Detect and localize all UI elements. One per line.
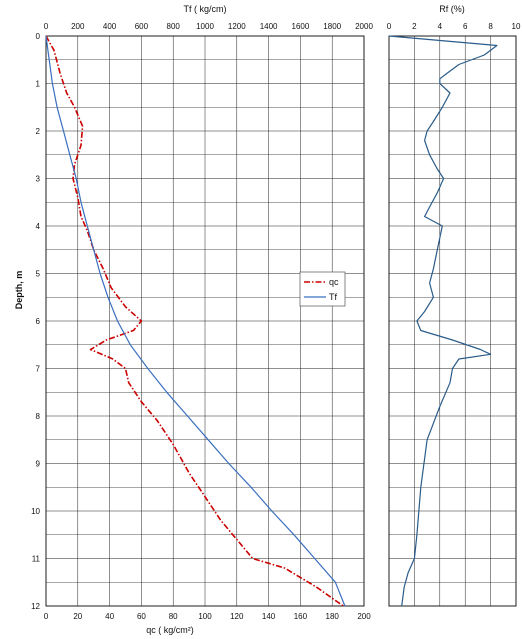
- legend: qc Tf: [299, 271, 346, 307]
- tf-tick-label: 1000: [196, 22, 214, 31]
- rf-tick-label: 2: [412, 22, 417, 31]
- left-plot-grid: [45, 35, 365, 607]
- tf-tick-label: 600: [135, 22, 149, 31]
- tf-axis-title: Tf ( kg/cm): [184, 4, 227, 14]
- left-plot-frame: [45, 35, 365, 607]
- qc-tick-label: 200: [357, 612, 371, 621]
- rf-axis-title: Rf (%): [439, 4, 465, 14]
- depth-tick-label: 0: [36, 32, 41, 41]
- rf-tick-label: 10: [512, 22, 521, 31]
- left-plot-series: [45, 35, 346, 607]
- tf-tick-label: 1400: [260, 22, 278, 31]
- depth-tick-label: 7: [36, 365, 41, 374]
- qc-axis-title: qc ( kg/cm²): [146, 625, 194, 635]
- right-plot-frame: [388, 35, 517, 607]
- series-tf-line: [45, 35, 346, 607]
- depth-axis-title: Depth, m: [14, 271, 24, 310]
- right-plot-grid: [388, 35, 517, 607]
- depth-tick-label: 1: [36, 80, 41, 89]
- rf-tick-label: 6: [463, 22, 468, 31]
- depth-tick-label: 2: [36, 127, 41, 136]
- qc-tick-label: 60: [137, 612, 146, 621]
- tf-tick-label: 800: [167, 22, 181, 31]
- qc-tick-label: 120: [230, 612, 244, 621]
- legend-qc-label: qc: [329, 277, 339, 287]
- depth-tick-label: 3: [36, 175, 41, 184]
- depth-tick-label: 8: [36, 412, 41, 421]
- qc-tick-label: 0: [44, 612, 49, 621]
- depth-tick-label: 9: [36, 460, 41, 469]
- rf-tick-label: 4: [438, 22, 443, 31]
- depth-tick-label: 10: [31, 507, 40, 516]
- qc-tick-label: 140: [262, 612, 276, 621]
- rf-tick-label: 0: [387, 22, 392, 31]
- qc-tick-label: 180: [326, 612, 340, 621]
- tf-tick-label: 1800: [323, 22, 341, 31]
- depth-tick-label: 11: [32, 555, 41, 564]
- right-plot-series: [388, 35, 498, 607]
- qc-tick-label: 160: [294, 612, 308, 621]
- series-rf-line: [388, 35, 498, 607]
- tf-tick-label: 400: [103, 22, 117, 31]
- qc-tick-label: 80: [169, 612, 178, 621]
- rf-tick-label: 8: [488, 22, 493, 31]
- tf-tick-label: 1200: [228, 22, 246, 31]
- tf-tick-label: 1600: [292, 22, 310, 31]
- depth-tick-label: 6: [36, 317, 41, 326]
- tf-tick-label: 200: [71, 22, 85, 31]
- depth-tick-label: 4: [36, 222, 41, 231]
- depth-tick-label: 12: [31, 602, 40, 611]
- depth-tick-label: 5: [36, 270, 41, 279]
- qc-tick-label: 20: [73, 612, 82, 621]
- qc-tick-label: 100: [198, 612, 212, 621]
- legend-box: [299, 271, 346, 307]
- legend-tf-label: Tf: [329, 292, 337, 302]
- tf-tick-label: 2000: [355, 22, 373, 31]
- series-qc-line: [45, 35, 344, 607]
- tf-tick-label: 0: [44, 22, 49, 31]
- qc-tick-label: 40: [105, 612, 114, 621]
